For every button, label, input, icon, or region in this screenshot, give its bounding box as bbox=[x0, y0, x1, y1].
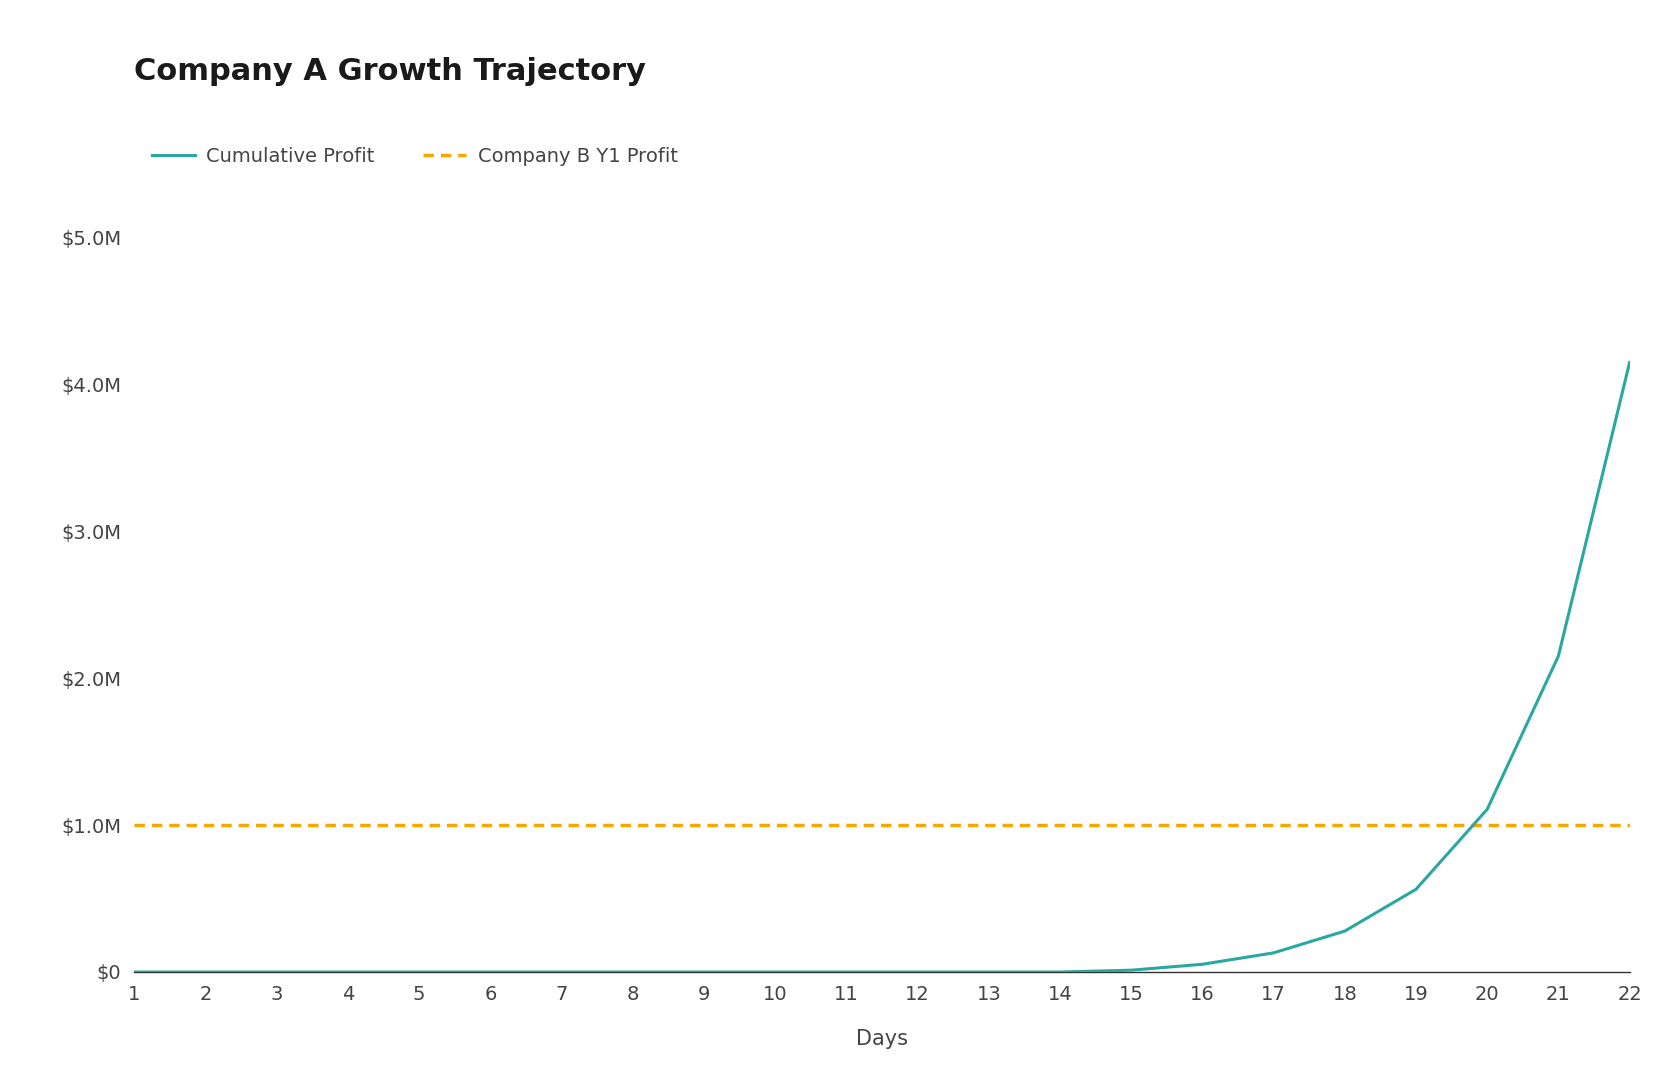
Cumulative Profit bbox=[551, 966, 571, 978]
Text: Company A Growth Trajectory: Company A Growth Trajectory bbox=[134, 57, 647, 86]
X-axis label: Days: Days bbox=[857, 1029, 907, 1049]
Cumulative Profit bbox=[837, 966, 857, 978]
Cumulative Profit bbox=[267, 966, 287, 978]
Cumulative Profit bbox=[410, 966, 430, 978]
Company B Y1 Profit bbox=[124, 819, 144, 832]
Cumulative Profit bbox=[764, 966, 785, 978]
Cumulative Profit bbox=[124, 966, 144, 978]
Cumulative Profit bbox=[694, 966, 714, 978]
Cumulative Profit bbox=[623, 966, 643, 978]
Cumulative Profit bbox=[1620, 356, 1640, 369]
Cumulative Profit bbox=[907, 966, 927, 978]
Cumulative Profit bbox=[195, 966, 215, 978]
Cumulative Profit bbox=[1334, 924, 1354, 937]
Legend: Cumulative Profit, Company B Y1 Profit: Cumulative Profit, Company B Y1 Profit bbox=[144, 139, 685, 174]
Cumulative Profit bbox=[1050, 966, 1070, 978]
Cumulative Profit bbox=[1406, 882, 1426, 895]
Line: Cumulative Profit: Cumulative Profit bbox=[134, 363, 1630, 972]
Cumulative Profit bbox=[1121, 963, 1141, 976]
Company B Y1 Profit bbox=[54, 819, 74, 832]
Cumulative Profit bbox=[979, 966, 1000, 978]
Cumulative Profit bbox=[1477, 802, 1497, 815]
Cumulative Profit bbox=[1193, 958, 1213, 971]
Cumulative Profit bbox=[1263, 946, 1284, 959]
Cumulative Profit bbox=[1549, 649, 1569, 662]
Cumulative Profit bbox=[338, 966, 358, 978]
Cumulative Profit bbox=[480, 966, 501, 978]
